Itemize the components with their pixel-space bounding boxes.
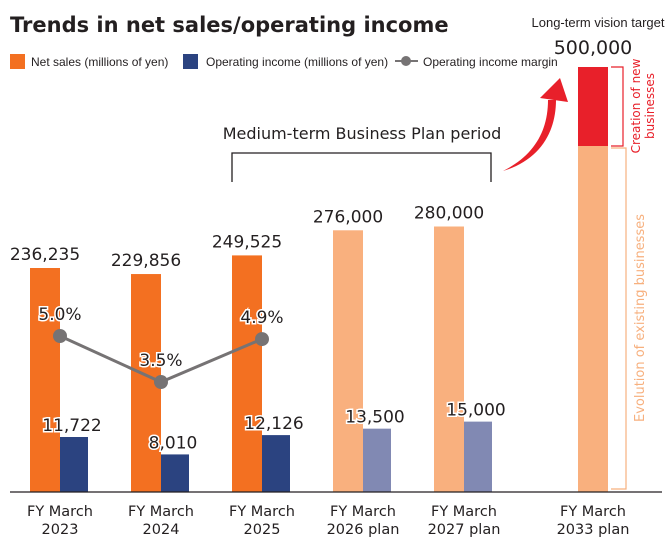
x-tick-label-line2: 2025 [244, 522, 281, 538]
bars-layer [30, 67, 608, 493]
x-tick-label-line2: 2023 [42, 522, 79, 538]
margin-point [255, 332, 269, 347]
data-label-margin: 4.9% [240, 308, 283, 328]
bar-operating-income [262, 435, 290, 492]
data-label-net-sales: 229,856 [111, 251, 181, 271]
x-tick-label-line1: FY March [128, 504, 194, 520]
bar-net-sales-existing [578, 146, 608, 492]
data-label-net-sales: 236,235 [10, 245, 80, 265]
bar-net-sales [434, 226, 464, 493]
vision-label: Long-term vision target [532, 15, 665, 30]
data-label-net-sales: 280,000 [414, 204, 484, 224]
legend-marker-margin [401, 56, 411, 66]
x-tick-label-line1: FY March [27, 504, 93, 520]
legend: Net sales (millions of yen) Operating in… [10, 54, 558, 69]
bar-net-sales [333, 230, 363, 492]
bar-net-sales [30, 268, 60, 492]
legend-label-operating-income: Operating income (millions of yen) [206, 55, 388, 69]
new-businesses-label-1: Creation of new [629, 58, 643, 153]
x-tick-label-line2: 2026 plan [327, 522, 400, 538]
chart-title: Trends in net sales/operating income [10, 13, 449, 37]
growth-arrow [503, 78, 568, 171]
existing-businesses-bracket [611, 147, 627, 490]
bar-operating-income [161, 454, 189, 492]
data-label-operating-income: 15,000 [446, 401, 505, 421]
legend-label-margin: Operating income margin [423, 55, 558, 69]
x-axis-ticks: FY March 2023 FY March 2024 FY March 2025 FY M… [27, 504, 629, 538]
period-bracket [231, 152, 492, 182]
x-tick-label-line2: 2024 [143, 522, 180, 538]
data-label-operating-income: 11,722 [42, 416, 101, 436]
existing-businesses-label: Evolution of existing businesses [633, 214, 648, 422]
new-businesses-bracket [611, 66, 624, 147]
bar-net-sales-new [578, 67, 608, 146]
data-label-margin: 3.5% [139, 351, 182, 371]
x-tick-label-line1: FY March [560, 504, 626, 520]
data-label-net-sales: 249,525 [212, 232, 282, 252]
bar-operating-income [464, 421, 492, 492]
margin-point [53, 329, 67, 343]
bar-operating-income [60, 437, 88, 492]
data-label-operating-income: 8,010 [149, 433, 198, 453]
x-tick-label-line1: FY March [330, 504, 396, 520]
legend-label-net-sales: Net sales (millions of yen) [31, 55, 168, 69]
data-label-operating-income: 13,500 [345, 408, 404, 428]
labels-layer: 236,235 11,722 229,856 8,010 249,525 12,126 27… [10, 37, 633, 455]
legend-swatch-net-sales [10, 54, 25, 69]
new-businesses-label-2: businesses [643, 73, 657, 139]
x-tick-label-line1: FY March [431, 504, 497, 520]
data-label-net-sales: 500,000 [554, 37, 633, 59]
x-tick-label-line1: FY March [229, 504, 295, 520]
data-label-margin: 5.0% [38, 305, 81, 325]
legend-swatch-operating-income [183, 54, 198, 69]
bar-operating-income [363, 428, 391, 492]
data-label-net-sales: 276,000 [313, 207, 383, 227]
period-label: Medium-term Business Plan period [223, 124, 502, 143]
bar-net-sales [232, 255, 262, 492]
data-label-operating-income: 12,126 [244, 414, 303, 434]
margin-line-layer [53, 329, 269, 390]
x-tick-label-line2: 2027 plan [428, 522, 501, 538]
x-tick-label-line2: 2033 plan [557, 522, 630, 538]
margin-point [154, 375, 168, 390]
